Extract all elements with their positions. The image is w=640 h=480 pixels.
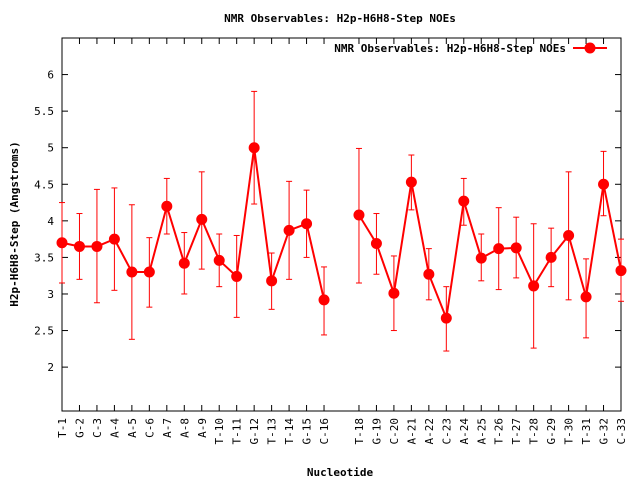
x-tick-label: C-20	[388, 418, 401, 445]
y-tick-label: 6	[47, 69, 54, 82]
x-tick-label: G-12	[248, 418, 261, 445]
x-tick-label: C-33	[615, 418, 628, 445]
x-tick-label: T-30	[563, 418, 576, 445]
data-point	[231, 270, 243, 282]
data-point	[598, 178, 610, 190]
data-point	[353, 209, 365, 221]
y-axis-label: H2p-H6H8-Step (Angstroms)	[8, 141, 21, 307]
x-tick-label: T-26	[493, 418, 506, 445]
series-line	[61, 147, 326, 301]
x-tick-label: T-13	[266, 418, 279, 445]
data-point	[301, 218, 313, 230]
data-point	[248, 142, 260, 154]
x-tick-label: A-8	[178, 418, 191, 438]
x-tick-label: C-16	[318, 418, 331, 445]
data-point	[283, 224, 295, 236]
x-tick-label: A-21	[405, 418, 418, 445]
x-tick-label: G-19	[370, 418, 383, 445]
data-point	[405, 176, 417, 188]
y-tick-label: 3.5	[34, 251, 54, 264]
x-axis: T-1 G-2 C-3 A-4 A-5 C-6 A-7 A-8 A-9 T-10 T-11 G-12 T…	[56, 38, 628, 445]
data-point	[563, 229, 575, 241]
y-tick-label: 2.5	[34, 325, 54, 338]
data-point	[161, 200, 173, 212]
data-points	[56, 142, 627, 324]
legend-marker-swatch	[584, 42, 596, 54]
error-bars	[59, 90, 624, 352]
data-point	[545, 251, 557, 263]
data-point	[493, 243, 505, 255]
data-point	[510, 242, 522, 254]
data-point	[73, 240, 85, 252]
y-tick-label: 2	[47, 361, 54, 374]
x-tick-label: C-3	[91, 418, 104, 438]
x-tick-label: T-10	[213, 418, 226, 445]
x-tick-label: A-22	[423, 418, 436, 445]
x-tick-label: T-11	[231, 418, 244, 445]
x-tick-label: T-27	[510, 418, 523, 445]
data-point	[266, 275, 278, 287]
series-line	[358, 181, 622, 322]
legend: NMR Observables: H2p-H6H8-Step NOEs	[334, 42, 607, 55]
data-point	[56, 237, 68, 249]
x-tick-label: T-14	[283, 418, 296, 445]
x-tick-label: G-29	[545, 418, 558, 445]
y-axis: 2 2.5 3 3.5 4 4.5 5 5.5 6	[34, 69, 621, 374]
y-tick-label: 4	[47, 215, 54, 228]
data-point	[528, 280, 540, 292]
data-point	[143, 266, 155, 278]
x-tick-label: T-18	[353, 418, 366, 445]
x-tick-label: G-2	[73, 418, 86, 438]
x-tick-label: G-15	[301, 418, 314, 445]
data-point	[388, 287, 400, 299]
data-point	[196, 213, 208, 225]
data-point	[178, 257, 190, 269]
x-tick-label: A-4	[108, 418, 121, 438]
y-tick-label: 4.5	[34, 178, 54, 191]
legend-label: NMR Observables: H2p-H6H8-Step NOEs	[334, 42, 566, 55]
data-point	[91, 240, 103, 252]
y-tick-label: 5	[47, 142, 54, 155]
data-point	[318, 294, 330, 306]
x-tick-label: T-28	[528, 418, 541, 445]
data-point	[475, 252, 487, 264]
x-tick-label: A-24	[458, 418, 471, 445]
data-point	[423, 268, 435, 280]
x-tick-label: G-32	[598, 418, 611, 445]
chart-title: NMR Observables: H2p-H6H8-Step NOEs	[224, 12, 456, 25]
x-tick-label: A-7	[161, 418, 174, 438]
data-point	[213, 254, 225, 266]
data-point	[370, 238, 382, 250]
x-tick-label: A-5	[126, 418, 139, 438]
data-point	[458, 195, 470, 207]
data-point	[615, 265, 627, 277]
data-point	[440, 312, 452, 324]
x-tick-label: C-23	[440, 418, 453, 445]
y-tick-label: 5.5	[34, 105, 54, 118]
data-point	[126, 266, 138, 278]
y-tick-label: 3	[47, 288, 54, 301]
plot-frame	[61, 37, 622, 412]
data-point	[108, 233, 120, 245]
x-tick-label: T-31	[580, 418, 593, 445]
x-tick-label: A-9	[196, 418, 209, 438]
data-point	[580, 291, 592, 303]
x-tick-label: A-25	[475, 418, 488, 445]
x-axis-label: Nucleotide	[307, 466, 374, 479]
x-tick-label: C-6	[143, 418, 156, 438]
x-tick-label: T-1	[56, 418, 69, 438]
